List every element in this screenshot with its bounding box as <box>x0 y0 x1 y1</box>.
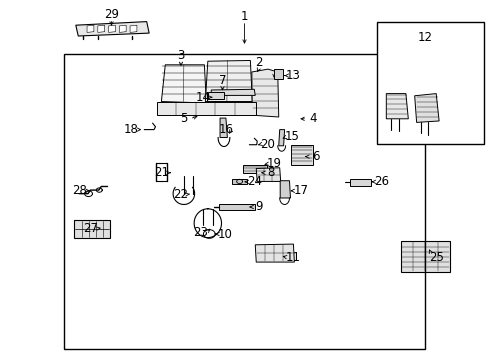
Polygon shape <box>87 25 94 32</box>
Polygon shape <box>161 65 206 103</box>
Text: 29: 29 <box>104 8 119 21</box>
Text: 5: 5 <box>179 112 187 125</box>
Polygon shape <box>231 179 247 184</box>
Polygon shape <box>386 94 407 119</box>
Text: 13: 13 <box>285 69 300 82</box>
Text: 16: 16 <box>218 123 233 136</box>
Text: 3: 3 <box>177 49 184 62</box>
Polygon shape <box>251 69 278 117</box>
Polygon shape <box>74 220 110 238</box>
Polygon shape <box>108 25 115 32</box>
Text: 11: 11 <box>285 251 300 264</box>
Text: 22: 22 <box>173 188 188 201</box>
Text: 28: 28 <box>72 184 86 197</box>
Text: 23: 23 <box>193 226 207 239</box>
Text: 26: 26 <box>373 175 388 188</box>
Text: 14: 14 <box>195 91 210 104</box>
Text: 2: 2 <box>255 57 263 69</box>
Polygon shape <box>278 130 284 146</box>
Text: 12: 12 <box>417 31 432 44</box>
Text: 21: 21 <box>154 166 168 179</box>
Text: 27: 27 <box>83 222 98 235</box>
Text: 10: 10 <box>217 228 232 240</box>
Polygon shape <box>349 179 370 186</box>
Polygon shape <box>280 181 290 198</box>
Bar <box>376 22 483 144</box>
Text: 9: 9 <box>255 201 263 213</box>
Text: 15: 15 <box>285 130 299 143</box>
Text: 4: 4 <box>308 112 316 125</box>
Text: 6: 6 <box>311 150 319 163</box>
Text: 19: 19 <box>266 157 281 170</box>
Bar <box>273 69 282 79</box>
Polygon shape <box>255 244 294 262</box>
Polygon shape <box>98 25 104 32</box>
Bar <box>63 54 425 349</box>
Text: 20: 20 <box>260 138 274 150</box>
Polygon shape <box>219 204 255 210</box>
Polygon shape <box>400 241 449 272</box>
Polygon shape <box>414 94 438 122</box>
Polygon shape <box>205 60 252 102</box>
Polygon shape <box>242 165 266 173</box>
Polygon shape <box>220 118 227 138</box>
Text: 25: 25 <box>428 251 443 264</box>
Polygon shape <box>208 92 224 99</box>
Polygon shape <box>157 102 256 115</box>
Polygon shape <box>119 25 126 32</box>
Polygon shape <box>256 168 280 181</box>
Polygon shape <box>76 22 149 36</box>
Text: 17: 17 <box>293 184 307 197</box>
Polygon shape <box>211 89 255 95</box>
Text: 1: 1 <box>240 10 248 23</box>
Polygon shape <box>130 25 137 32</box>
Text: 8: 8 <box>267 166 275 179</box>
Text: 24: 24 <box>246 175 261 188</box>
Text: 18: 18 <box>123 123 138 136</box>
Text: 7: 7 <box>218 75 226 87</box>
Polygon shape <box>291 145 312 165</box>
